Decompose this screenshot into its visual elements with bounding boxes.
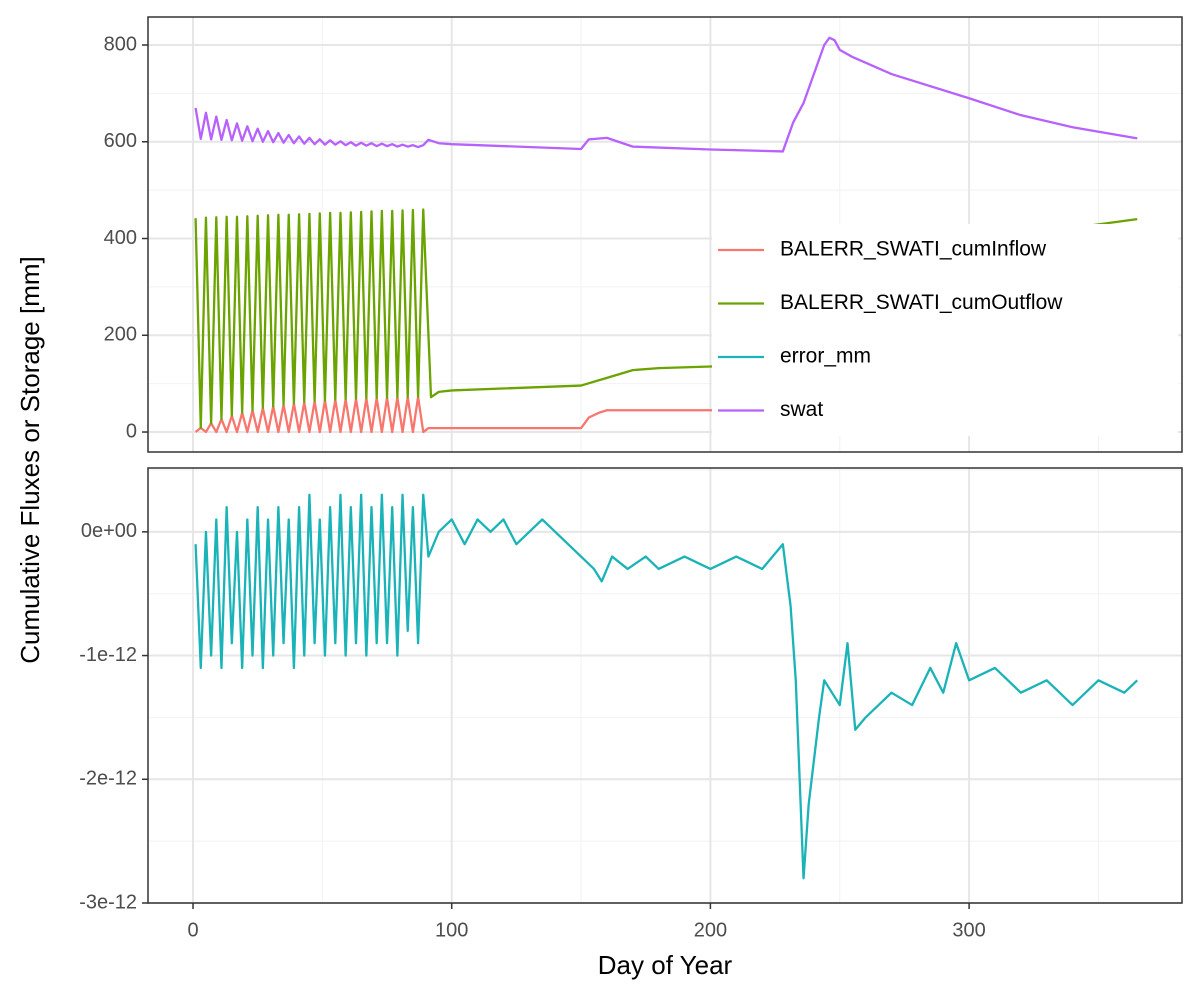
panel-background (148, 468, 1182, 903)
y-tick-label: -1e-12 (79, 644, 137, 666)
y-tick-label: -2e-12 (79, 768, 137, 790)
legend-background (712, 224, 1178, 436)
legend-label: swat (780, 398, 823, 421)
data-line (194, 493, 1139, 880)
x-tick-label: 300 (952, 919, 985, 941)
legend-label: BALERR_SWATI_cumOutflow (780, 291, 1063, 314)
data-line (194, 36, 1138, 153)
legend-label: BALERR_SWATI_cumInflow (780, 238, 1047, 261)
y-tick-label: 800 (104, 33, 137, 55)
x-tick-label: 100 (435, 919, 468, 941)
panel-border (147, 16, 1183, 453)
legend-label: error_mm (780, 345, 871, 368)
x-axis-label: Day of Year (598, 950, 733, 980)
y-tick-label: 600 (104, 130, 137, 152)
x-tick-label: 200 (694, 919, 727, 941)
y-tick-label: -3e-12 (79, 891, 137, 913)
legend: BALERR_SWATI_cumInflow BALERR_SWATI_cumOu… (712, 224, 1178, 436)
y-tick-label: 0e+00 (81, 520, 137, 542)
y-axis-label: Cumulative Fluxes or Storage [mm] (15, 256, 45, 663)
data-line (194, 249, 1138, 434)
y-tick-label: 200 (104, 324, 137, 346)
x-tick-label: 0 (187, 919, 198, 941)
y-tick-label: 0 (126, 420, 137, 442)
panel-border (147, 467, 1183, 904)
y-tick-label: 400 (104, 227, 137, 249)
